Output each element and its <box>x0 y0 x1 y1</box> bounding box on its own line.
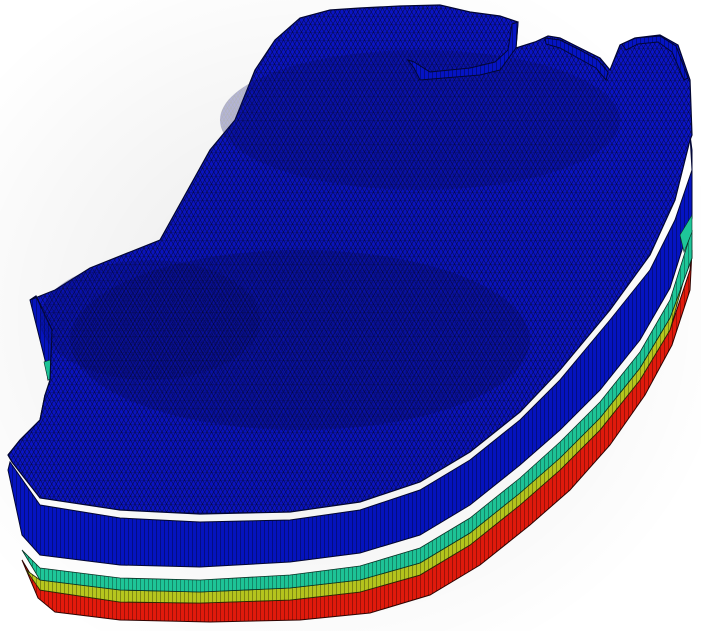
north-coast-notches <box>406 21 519 81</box>
north-coast-notch-3 <box>621 35 689 81</box>
west-peninsula-outline <box>7 394 46 456</box>
north-coast-notch-2 <box>544 37 609 82</box>
